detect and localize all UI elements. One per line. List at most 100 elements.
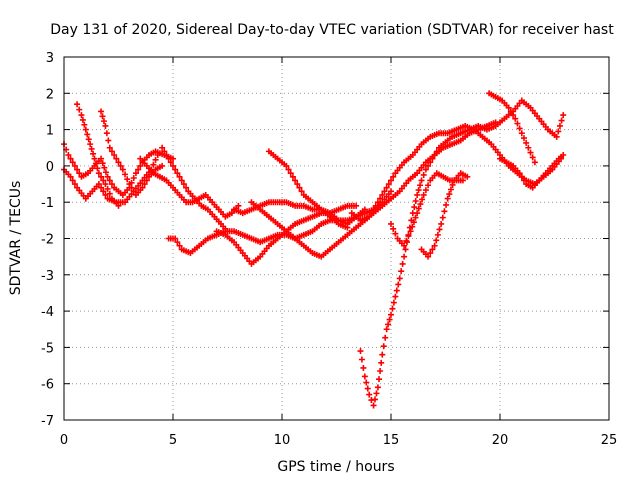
data-point [403, 237, 410, 244]
data-point [388, 177, 394, 184]
x-tick-label: 5 [169, 433, 177, 448]
data-point [130, 175, 137, 181]
data-point [377, 367, 384, 374]
data-point [422, 166, 429, 173]
data-point [108, 181, 115, 188]
data-series [497, 152, 567, 191]
data-point [98, 155, 105, 162]
data-point [434, 231, 441, 238]
data-point [294, 181, 301, 188]
data-point [510, 112, 517, 119]
data-point [82, 126, 89, 133]
data-point [178, 177, 185, 184]
data-point [377, 195, 384, 202]
data-point [102, 169, 109, 176]
data-point [135, 166, 142, 173]
data-point [91, 155, 98, 162]
data-point [447, 186, 454, 193]
y-tick-label: -3 [41, 269, 54, 284]
data-point [405, 233, 412, 240]
data-series [388, 170, 466, 249]
data-point [99, 160, 106, 167]
data-point [414, 210, 421, 217]
data-series [74, 101, 122, 209]
data-point [401, 242, 408, 249]
data-point [379, 191, 386, 198]
data-point [361, 373, 368, 380]
data-point [360, 364, 367, 371]
data-point [361, 206, 368, 213]
data-point [180, 181, 187, 188]
data-point [425, 162, 432, 169]
data-point [358, 356, 365, 363]
data-point [183, 184, 190, 191]
data-point [419, 196, 426, 203]
data-point [386, 316, 393, 323]
data-point [431, 242, 438, 249]
data-layer [61, 90, 567, 409]
data-point [411, 204, 418, 211]
data-point [392, 230, 399, 237]
data-point [433, 237, 440, 244]
data-point [95, 181, 102, 188]
data-point [412, 214, 419, 221]
data-point [412, 197, 419, 204]
data-point [390, 299, 397, 306]
data-point [382, 334, 389, 341]
data-point [104, 185, 111, 192]
data-point [441, 208, 448, 215]
data-point [401, 253, 408, 260]
data-point [393, 287, 400, 294]
y-tick-label: -7 [41, 414, 54, 429]
data-point [235, 202, 242, 209]
data-point [95, 170, 102, 177]
data-point [402, 246, 409, 253]
data-point [67, 173, 74, 180]
data-series [137, 155, 242, 220]
y-tick-label: -4 [41, 305, 54, 320]
data-point [143, 177, 150, 184]
x-tick-label: 25 [601, 433, 618, 448]
data-point [150, 161, 157, 168]
data-point [100, 177, 107, 184]
data-point [422, 187, 429, 194]
data-point [163, 152, 170, 159]
data-point [98, 108, 105, 115]
data-point [287, 170, 294, 177]
data-point [527, 149, 534, 156]
data-point [74, 101, 81, 108]
data-point [523, 139, 530, 146]
data-point [117, 162, 124, 169]
data-point [507, 108, 514, 115]
data-point [71, 162, 78, 169]
data-point [388, 311, 394, 318]
data-point [74, 166, 81, 173]
data-point [85, 136, 92, 143]
data-point [172, 166, 179, 173]
data-point [390, 225, 397, 232]
data-series [213, 206, 368, 267]
data-point [555, 128, 562, 135]
data-point [410, 219, 417, 226]
data-point [520, 177, 527, 184]
data-point [298, 188, 305, 195]
data-point [176, 242, 183, 249]
chart-title: Day 131 of 2020, Sidereal Day-to-day VTE… [50, 22, 614, 38]
data-point [512, 115, 519, 122]
data-point [353, 202, 360, 209]
data-point [67, 155, 74, 162]
data-point [170, 162, 176, 169]
data-point [446, 191, 453, 198]
data-point [425, 182, 432, 189]
data-point [79, 116, 86, 123]
data-point [126, 181, 133, 188]
data-point [399, 260, 406, 267]
data-point [438, 220, 445, 227]
data-point [130, 188, 137, 195]
data-point [427, 159, 434, 166]
data-point [516, 125, 523, 132]
data-point [285, 166, 292, 173]
data-point [344, 224, 351, 231]
data-point [415, 205, 422, 212]
